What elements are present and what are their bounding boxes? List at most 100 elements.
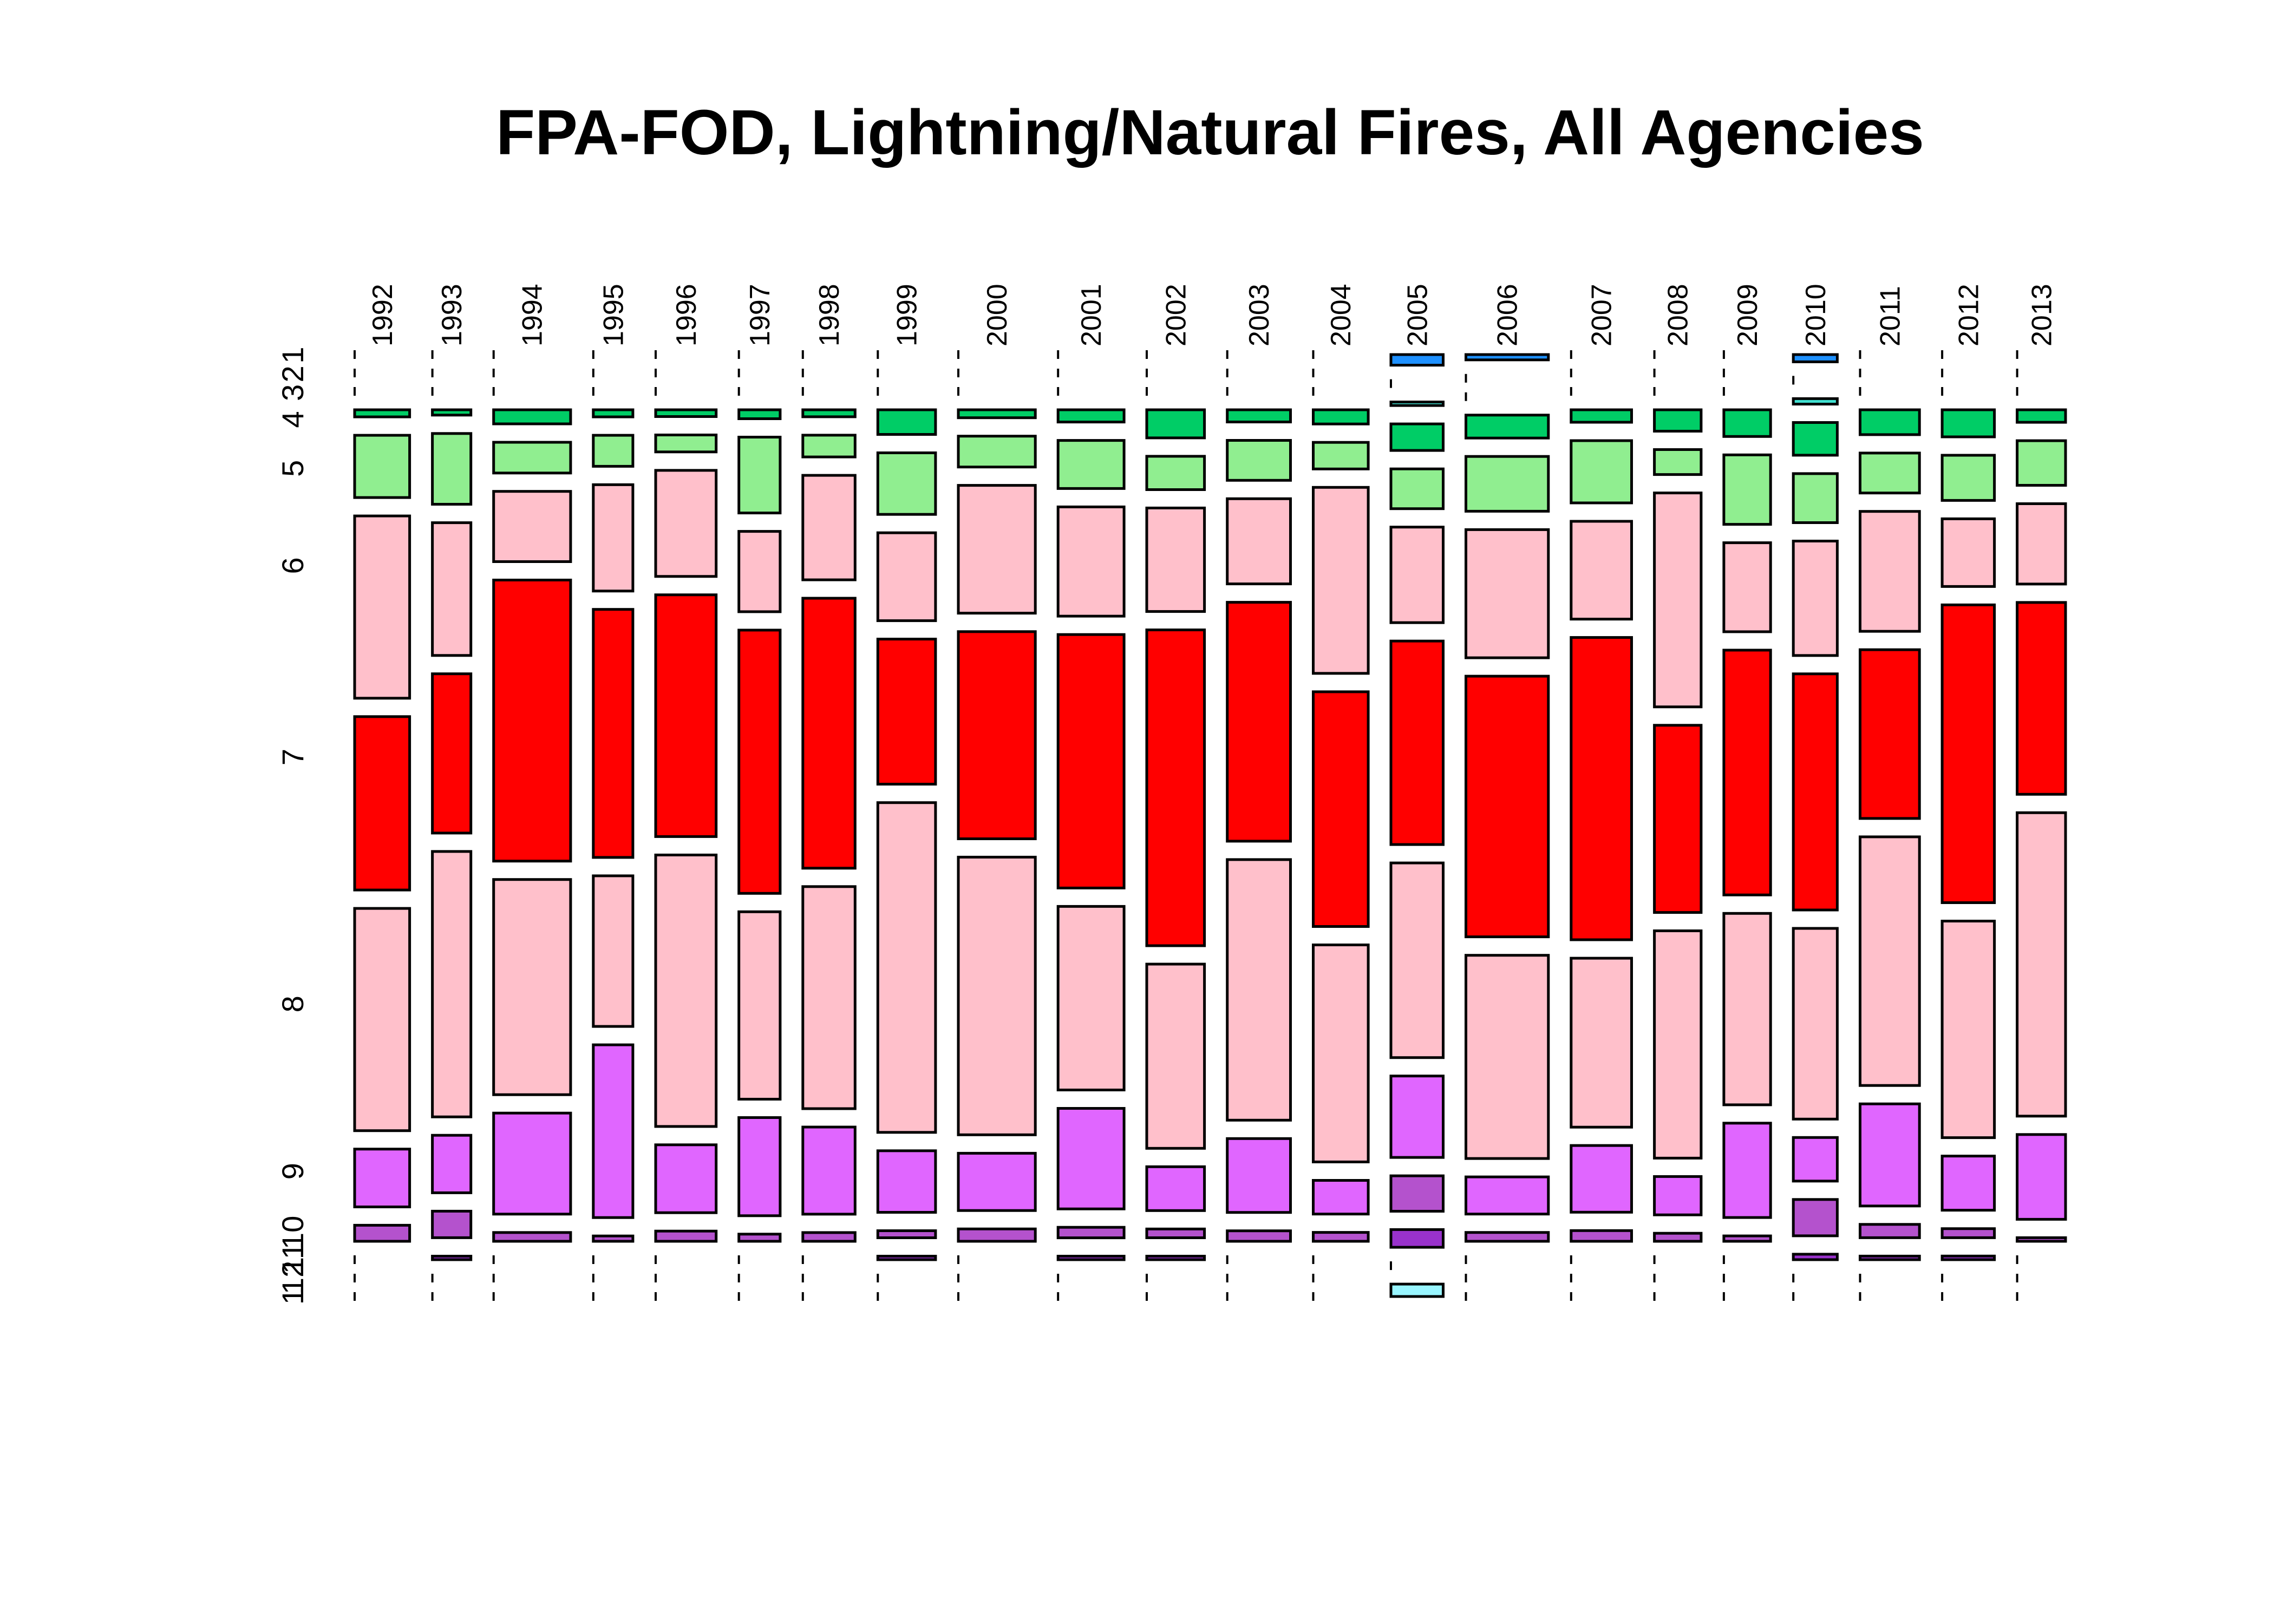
y-tick-label: 1 <box>276 1288 310 1305</box>
mosaic-tile <box>1465 528 1550 659</box>
y-tick-label: 12 <box>276 1261 310 1294</box>
mosaic-tile <box>592 483 635 593</box>
y-tick-label: 3 <box>276 384 310 401</box>
mosaic-tile <box>592 434 635 468</box>
mosaic-tile <box>1859 408 1921 436</box>
mosaic-tile <box>1792 1253 1839 1261</box>
mosaic-tile <box>801 885 857 1110</box>
mosaic-tile <box>654 593 718 838</box>
mosaic-tile <box>1570 636 1633 941</box>
mosaic-tile <box>1389 526 1445 624</box>
mosaic-tile <box>1570 520 1633 621</box>
mosaic-tile <box>1465 455 1550 513</box>
mosaic-tile <box>1389 401 1445 407</box>
mosaic-tile <box>1145 1227 1206 1240</box>
x-tick-label: 1998 <box>814 284 845 346</box>
mosaic-tile <box>1465 353 1550 362</box>
mosaic-tile <box>1792 472 1839 525</box>
x-tick-label: 2012 <box>1953 284 1984 346</box>
mosaic-tile <box>431 1134 473 1194</box>
mosaic-tile <box>1792 1136 1839 1183</box>
mosaic-tile <box>1653 929 1703 1160</box>
mosaic-tile <box>1389 353 1445 367</box>
mosaic-tile <box>1859 1254 1921 1261</box>
mosaic-tile <box>1056 439 1126 490</box>
mosaic-tile <box>1653 448 1703 476</box>
mosaic-tile <box>492 1231 572 1243</box>
mosaic-tile <box>801 1231 857 1243</box>
chart-title: FPA-FOD, Lightning/Natural Fires, All Ag… <box>496 97 1924 168</box>
mosaic-tile <box>654 1229 718 1243</box>
mosaic-tile <box>2016 1236 2067 1243</box>
mosaic-tile <box>1056 1107 1126 1210</box>
mosaic-tile <box>592 874 635 1028</box>
mosaic-tile <box>1859 648 1921 820</box>
mosaic-tile <box>1226 497 1292 586</box>
mosaic-tile <box>1056 633 1126 889</box>
x-tick-label: 2003 <box>1244 284 1275 346</box>
mosaic-tile <box>801 434 857 459</box>
y-tick-label: 9 <box>276 1163 310 1180</box>
mosaic-tile <box>1226 1229 1292 1243</box>
mosaic-tile <box>1722 453 1772 526</box>
x-axis-labels: 1992 1993 1994 1995 1996 1997 1998 1999 2000 2001… <box>367 284 2058 346</box>
mosaic-tile <box>801 474 857 581</box>
mosaic-tile <box>1226 1137 1292 1214</box>
mosaic-tile <box>801 597 857 870</box>
x-tick-label: 2013 <box>2026 284 2057 346</box>
mosaic-tile <box>492 1111 572 1216</box>
mosaic-tile <box>737 436 782 515</box>
mosaic-tile <box>1940 454 1996 502</box>
mosaic-tile <box>492 579 572 863</box>
x-tick-label: 2007 <box>1586 284 1618 346</box>
mosaic-tile <box>876 1229 937 1239</box>
mosaic-tile <box>353 1223 411 1243</box>
mosaic-tile <box>1145 628 1206 947</box>
x-tick-label: 2000 <box>982 284 1013 346</box>
x-tick-label: 2002 <box>1160 284 1192 346</box>
mosaic-tile <box>876 638 937 786</box>
mosaic-tile <box>2016 408 2067 424</box>
mosaic-tile <box>1940 603 1996 904</box>
mosaic-tile <box>1312 441 1370 470</box>
mosaic-tile <box>1792 927 1839 1121</box>
mosaic-tile <box>1940 408 1996 438</box>
x-tick-label: 2001 <box>1076 284 1107 346</box>
mosaic-tile <box>353 715 411 892</box>
mosaic-tile <box>492 441 572 475</box>
mosaic-tile <box>1465 414 1550 440</box>
mosaic-tile <box>737 530 782 613</box>
mosaic-tile <box>1722 649 1772 896</box>
mosaic-tile <box>1940 517 1996 588</box>
mosaic-tile <box>876 1255 937 1261</box>
mosaic-tile <box>1792 540 1839 657</box>
mosaic-tile <box>876 1149 937 1214</box>
mosaic-tile <box>1145 506 1206 613</box>
x-tick-label: 2008 <box>1663 284 1694 346</box>
mosaic-tile <box>431 432 473 506</box>
mosaic-tile <box>654 469 718 578</box>
mosaic-tile <box>1145 1255 1206 1261</box>
mosaic-tile <box>431 521 473 657</box>
mosaic-tile <box>737 408 782 420</box>
mosaic-tile <box>492 490 572 564</box>
y-tick-label: 4 <box>276 411 310 428</box>
mosaic-tile <box>1056 1255 1126 1261</box>
mosaic-tile <box>957 1151 1037 1212</box>
mosaic-tile <box>1389 1075 1445 1159</box>
mosaic-tile <box>1389 639 1445 846</box>
mosaic-tile <box>1653 1232 1703 1243</box>
mosaic-tile <box>1859 451 1921 495</box>
mosaic-tile <box>1570 408 1633 424</box>
mosaic-tile <box>1722 1234 1772 1243</box>
mosaic-tile <box>801 408 857 418</box>
x-tick-label: 1999 <box>892 284 923 346</box>
x-tick-label: 1996 <box>671 284 702 346</box>
mosaic-tile <box>1145 1165 1206 1212</box>
mosaic-tile <box>1145 455 1206 492</box>
mosaic-tile <box>737 910 782 1101</box>
mosaic-tile <box>1056 408 1126 424</box>
mosaic-tile <box>1312 690 1370 928</box>
x-tick-label: 1993 <box>436 284 468 346</box>
